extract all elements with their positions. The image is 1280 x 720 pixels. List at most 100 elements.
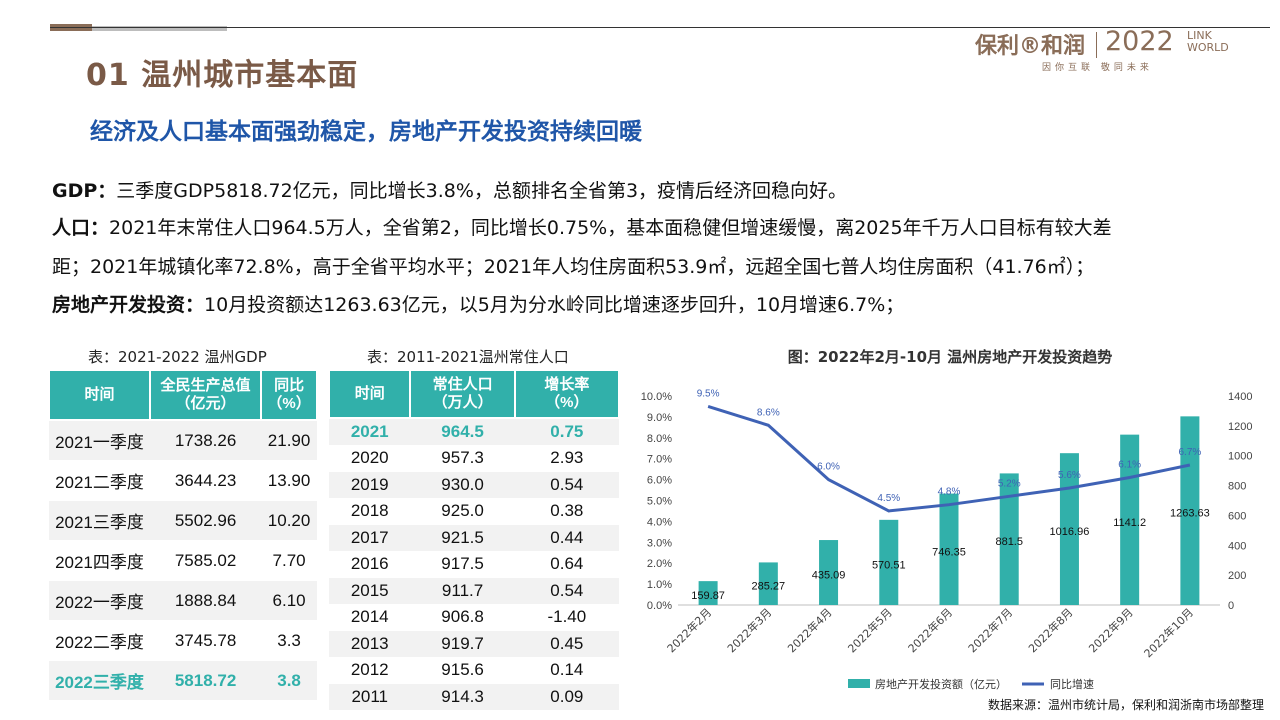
bar-data-label: 435.09	[812, 570, 846, 582]
gdp-cell: 3.3	[261, 620, 317, 661]
pop-cell: 0.54	[514, 471, 619, 499]
right-axis-tick-label: 600	[1228, 510, 1246, 522]
right-axis-tick-label: 800	[1228, 481, 1246, 493]
gdp-cell: 5818.72	[149, 660, 262, 701]
left-axis-tick-label: 2.0%	[647, 558, 672, 570]
population-text-cont: 距；2021年城镇化率72.8%，高于全省平均水平；2021年人均住房面积53.…	[52, 256, 1095, 278]
bar-data-label: 1141.2	[1113, 517, 1146, 529]
table-row: 2015 911.7 0.54	[329, 577, 619, 605]
left-axis-tick-label: 8.0%	[647, 433, 672, 445]
gdp-cell: 7.70	[261, 540, 317, 581]
right-axis-tick-label: 200	[1228, 570, 1246, 582]
pop-cell: 0.09	[514, 683, 619, 711]
table-row: 2022三季度 5818.72 3.8	[49, 660, 317, 701]
pop-cell: 911.7	[410, 577, 515, 605]
left-axis-tick-label: 5.0%	[647, 496, 672, 508]
line-data-label: 9.5%	[697, 388, 720, 399]
gdp-header-text: （亿元）	[175, 395, 236, 412]
logo-separator	[1096, 32, 1097, 58]
table-row: 2020 957.3 2.93	[329, 445, 619, 472]
bar-data-label: 1016.96	[1050, 526, 1090, 538]
gdp-cell: 5502.96	[149, 500, 262, 541]
gdp-cell: 3745.78	[149, 620, 262, 661]
table-row: 2022一季度 1888.84 6.10	[49, 580, 317, 621]
line-data-label: 6.1%	[1118, 460, 1141, 471]
gdp-header-text: 全民生产总值	[160, 377, 251, 394]
gdp-paragraph: GDP：三季度GDP5818.72亿元，同比增长3.8%，总额排名全省第3，疫情…	[52, 176, 847, 203]
right-axis-tick-label: 1000	[1228, 451, 1252, 463]
gdp-cell: 2022一季度	[49, 580, 150, 621]
gdp-cell: 2021二季度	[49, 460, 150, 501]
legend-line-label: 同比增速	[1050, 677, 1094, 691]
population-text: 2021年末常住人口964.5万人，全省第2，同比增长0.75%，基本面稳健但增…	[109, 217, 1112, 239]
growth-line	[707, 405, 1191, 513]
pop-cell: 2015	[329, 577, 411, 605]
pop-cell: 0.64	[514, 551, 619, 578]
pop-cell: 2014	[329, 604, 411, 631]
pop-cell: 2020	[329, 445, 411, 472]
gdp-header-2: 同比 （%）	[260, 369, 318, 421]
table-row: 2012 915.6 0.14	[329, 657, 619, 684]
table-row: 2014 906.8 -1.40	[329, 604, 619, 631]
logo-tag-line2: WORLD	[1187, 41, 1229, 54]
page-title: 01 温州城市基本面	[86, 58, 359, 93]
pop-cell: 919.7	[410, 630, 515, 658]
gdp-text: 三季度GDP5818.72亿元，同比增长3.8%，总额排名全省第3，疫情后经济回…	[116, 180, 848, 202]
pop-cell: 921.5	[410, 524, 515, 552]
right-axis-tick-label: 1400	[1228, 391, 1252, 403]
x-tick-label: 2022年2月	[664, 605, 714, 655]
gdp-cell: 10.20	[261, 500, 317, 541]
table-row: 2021二季度 3644.23 13.90	[49, 460, 317, 501]
table-row: 2021四季度 7585.02 7.70	[49, 540, 317, 581]
pop-header-text: 常住人口	[432, 376, 493, 393]
pop-header-text: （万人）	[432, 394, 493, 411]
gdp-cell: 2021三季度	[49, 500, 150, 541]
pop-cell: 0.75	[514, 418, 619, 446]
bar	[819, 540, 839, 605]
line-data-label: 5.2%	[998, 478, 1021, 489]
left-axis-tick-label: 6.0%	[647, 475, 672, 487]
pop-cell: 914.3	[410, 683, 515, 711]
population-table: 时间 常住人口 （万人） 增长率 （%） 2021 964.5 0.75 2020 957.3 2…	[327, 369, 621, 711]
x-tick-label: 2022年3月	[724, 605, 774, 655]
x-tick-label: 2022年4月	[784, 605, 834, 655]
logo-brand: 保利®和润	[975, 34, 1086, 59]
logo-tag: LINK WORLD	[1187, 30, 1229, 54]
gdp-cell: 1888.84	[149, 580, 262, 621]
gdp-cell: 2021一季度	[49, 420, 150, 461]
right-axis-tick-label: 1200	[1228, 421, 1252, 433]
left-axis-tick-label: 0.0%	[647, 600, 672, 612]
logo-slogan: 因你互联 敬同未来	[1042, 63, 1153, 73]
x-tick-label: 2022年10月	[1141, 605, 1196, 660]
bar-data-label: 570.51	[872, 559, 906, 571]
left-axis-tick-label: 4.0%	[647, 516, 672, 528]
pop-cell: 0.38	[514, 498, 619, 525]
x-tick-label: 2022年7月	[965, 605, 1015, 655]
gdp-cell: 2022三季度	[49, 660, 150, 701]
pop-header-0: 时间	[327, 369, 412, 419]
pop-cell: 964.5	[410, 418, 515, 446]
legend-bar-swatch	[848, 679, 870, 688]
data-source: 数据来源：温州市统计局，保利和润浙南市场部整理	[988, 698, 1265, 712]
pop-header-text: 增长率	[544, 376, 590, 393]
bar	[758, 562, 778, 605]
table-row: 2011 914.3 0.09	[329, 683, 619, 711]
gdp-cell: 13.90	[261, 460, 317, 501]
pop-header-text: 时间	[354, 385, 385, 402]
left-axis-tick-label: 9.0%	[647, 412, 672, 424]
pop-cell: 906.8	[410, 604, 515, 631]
pop-cell: 2019	[329, 471, 411, 499]
table-row: 2019 930.0 0.54	[329, 471, 619, 499]
gdp-cell: 2022二季度	[49, 620, 150, 661]
right-axis-tick-label: 0	[1228, 600, 1234, 612]
bar	[698, 581, 718, 605]
pop-cell: 2012	[329, 657, 411, 684]
pop-cell: 0.45	[514, 630, 619, 658]
x-tick-label: 2022年8月	[1025, 605, 1075, 655]
pop-cell: 0.14	[514, 657, 619, 684]
bar-data-label: 159.87	[691, 590, 725, 602]
line-data-label: 6.7%	[1178, 447, 1201, 458]
line-data-label: 5.6%	[1058, 470, 1081, 481]
bar	[939, 493, 959, 605]
gdp-header-0: 时间	[48, 369, 151, 421]
